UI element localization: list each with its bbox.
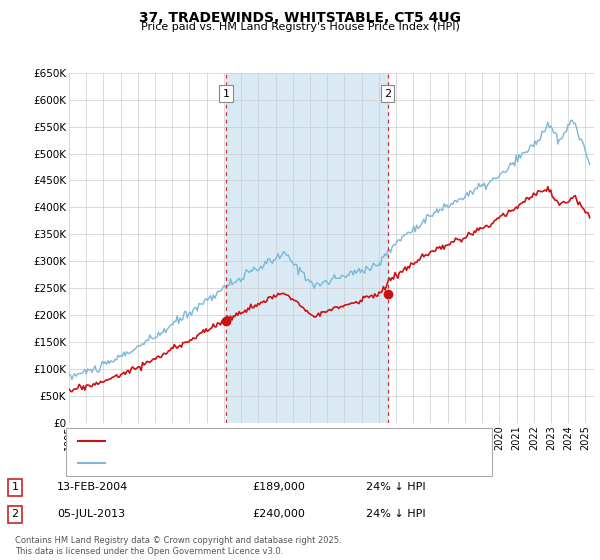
Text: 13-FEB-2004: 13-FEB-2004	[57, 482, 128, 492]
Text: Price paid vs. HM Land Registry's House Price Index (HPI): Price paid vs. HM Land Registry's House …	[140, 22, 460, 32]
Bar	[226, 73, 388, 423]
Text: £189,000: £189,000	[252, 482, 305, 492]
Text: £240,000: £240,000	[252, 509, 305, 519]
Text: 37, TRADEWINDS, WHITSTABLE, CT5 4UG (detached house): 37, TRADEWINDS, WHITSTABLE, CT5 4UG (det…	[111, 436, 421, 446]
Text: 05-JUL-2013: 05-JUL-2013	[57, 509, 125, 519]
Text: 37, TRADEWINDS, WHITSTABLE, CT5 4UG: 37, TRADEWINDS, WHITSTABLE, CT5 4UG	[139, 11, 461, 25]
Text: 24% ↓ HPI: 24% ↓ HPI	[366, 509, 425, 519]
Text: 2: 2	[384, 88, 391, 99]
Text: Contains HM Land Registry data © Crown copyright and database right 2025.
This d: Contains HM Land Registry data © Crown c…	[15, 536, 341, 556]
Text: 24% ↓ HPI: 24% ↓ HPI	[366, 482, 425, 492]
Text: 1: 1	[223, 88, 229, 99]
Text: 2: 2	[11, 509, 19, 519]
Text: HPI: Average price, detached house, Canterbury: HPI: Average price, detached house, Cant…	[111, 458, 363, 468]
Text: 1: 1	[11, 482, 19, 492]
